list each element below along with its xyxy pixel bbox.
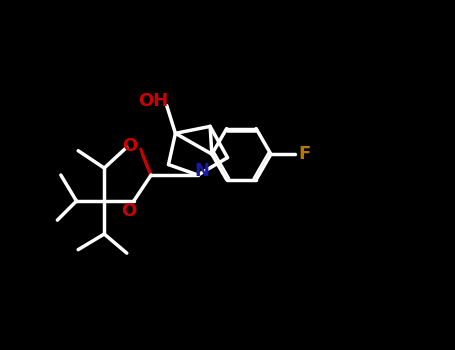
Text: O: O <box>121 202 136 220</box>
Text: F: F <box>299 145 311 163</box>
Text: O: O <box>122 137 137 155</box>
Text: OH: OH <box>138 92 168 110</box>
Text: N: N <box>195 162 210 180</box>
